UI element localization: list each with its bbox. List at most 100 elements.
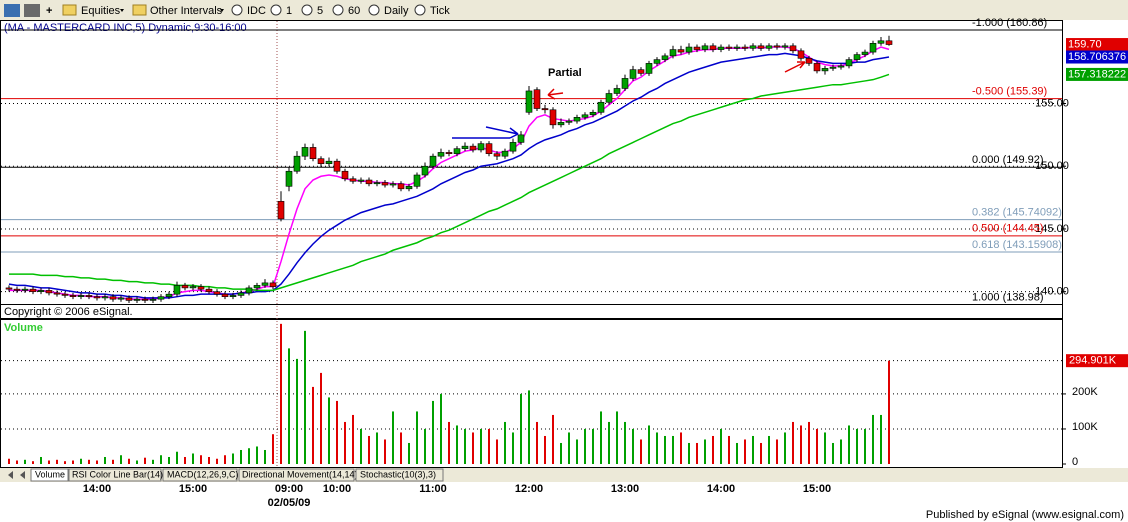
toolbar-icon[interactable]	[24, 4, 40, 17]
x-tick-label: 13:00	[611, 483, 639, 495]
price-tag-label: 159.70	[1068, 38, 1102, 50]
toolbar-item[interactable]: Other Intervals	[150, 5, 223, 17]
candle-body	[325, 160, 333, 165]
arrow	[784, 61, 806, 73]
volume-bar	[592, 428, 594, 464]
volume-bar	[216, 458, 218, 464]
tab-label[interactable]: RSI Color Line Bar(14)	[72, 469, 163, 479]
candle-body	[37, 290, 45, 292]
candle-body	[477, 143, 485, 151]
candle-body	[53, 292, 61, 295]
dropdown-arrow[interactable]	[120, 9, 124, 12]
tab[interactable]	[355, 468, 444, 482]
candle-body	[725, 46, 733, 49]
radio-icon[interactable]	[270, 4, 282, 16]
radio-icon[interactable]	[368, 4, 380, 16]
volume-bar	[128, 458, 130, 464]
volume-bar	[712, 435, 714, 464]
price-tag	[1066, 50, 1128, 64]
candle-body	[685, 46, 693, 53]
tab-label[interactable]: Stochastic(10(3),3)	[360, 469, 436, 479]
candle-body	[349, 178, 357, 182]
candle-body	[381, 182, 389, 186]
candle-body	[525, 90, 533, 113]
tab-scroll[interactable]	[8, 471, 25, 479]
fib-label: 0.382 (145.74092)	[972, 207, 1062, 219]
candle-body	[645, 63, 653, 74]
tab[interactable]	[238, 468, 355, 482]
volume-bar	[56, 459, 58, 464]
toolbar-item[interactable]: Daily	[384, 5, 409, 17]
x-tick-label: 15:00	[179, 483, 207, 495]
toolbar-item[interactable]: 60	[348, 5, 360, 17]
candle-body	[461, 145, 469, 149]
candle-body	[117, 297, 125, 300]
volume-bar	[304, 330, 306, 464]
x-tick-label: 15:00	[803, 483, 831, 495]
tab-label[interactable]: Directional Movement(14,14)	[242, 469, 358, 479]
volume-bar	[440, 393, 442, 464]
y-tick-label: 145.00	[1035, 223, 1069, 235]
tab[interactable]	[30, 468, 69, 482]
volume-bar	[80, 458, 82, 464]
fib-label: 0.618 (143.15908)	[972, 239, 1062, 251]
candle-body	[133, 298, 141, 301]
candle-body	[677, 49, 685, 53]
chart-title: (MA - MASTERCARD INC,5) Dynamic,9:30-16:…	[4, 22, 247, 34]
candle-body	[605, 93, 613, 103]
volume-bar	[472, 432, 474, 464]
volume-bar	[408, 442, 410, 464]
toolbar-item[interactable]: 1	[286, 5, 292, 17]
volume-bar	[88, 459, 90, 464]
toolbar-item[interactable]: IDC	[247, 5, 266, 17]
volume-bar	[176, 451, 178, 464]
candle-body	[557, 122, 565, 126]
tab-label[interactable]: Volume	[35, 469, 65, 479]
candle-body	[405, 185, 413, 190]
candle-body	[637, 69, 645, 74]
volume-bar	[384, 439, 386, 464]
volume-bar	[224, 455, 226, 464]
candle-body	[205, 288, 213, 292]
volume-bar	[160, 455, 162, 464]
volume-bar	[312, 386, 314, 464]
candle-body	[61, 293, 69, 296]
radio-icon[interactable]	[301, 4, 313, 16]
volume-bar	[664, 435, 666, 464]
volume-bar	[232, 453, 234, 464]
volume-bar	[536, 421, 538, 464]
dropdown-arrow[interactable]	[220, 9, 224, 12]
volume-bar	[704, 439, 706, 464]
volume-bar	[352, 414, 354, 464]
radio-icon[interactable]	[231, 4, 243, 16]
price-tag	[1066, 67, 1128, 81]
toolbar-item[interactable]: Tick	[430, 5, 450, 17]
volume-bar	[256, 446, 258, 464]
x-tick-label: 12:00	[515, 483, 543, 495]
y-tick-label: 150.00	[1035, 160, 1069, 172]
candle-body	[541, 108, 549, 111]
radio-icon[interactable]	[414, 4, 426, 16]
volume-bar	[72, 460, 74, 464]
volume-bar	[488, 428, 490, 464]
candle-body	[237, 292, 245, 296]
toolbar-item[interactable]: 5	[317, 5, 323, 17]
fib-label: -1.000 (160.86)	[972, 17, 1047, 29]
candle-body	[213, 291, 221, 295]
radio-icon[interactable]	[332, 4, 344, 16]
y-tick-label: 100K	[1072, 421, 1098, 433]
toolbar-icon[interactable]	[4, 4, 20, 17]
volume-bar	[872, 414, 874, 464]
tab[interactable]	[68, 468, 162, 482]
candle-body	[749, 45, 757, 49]
add-icon[interactable]: +	[46, 5, 52, 17]
tab-label[interactable]: MACD(12,26,9,C)	[167, 469, 239, 479]
tab[interactable]	[162, 468, 238, 482]
candle-body	[309, 147, 317, 159]
volume-bar	[288, 348, 290, 464]
copyright: Copyright © 2006 eSignal.	[4, 306, 133, 318]
candle-body	[21, 288, 29, 291]
toolbar-item[interactable]: Equities	[81, 5, 121, 17]
volume-bar	[40, 456, 42, 464]
volume-bar	[208, 456, 210, 464]
